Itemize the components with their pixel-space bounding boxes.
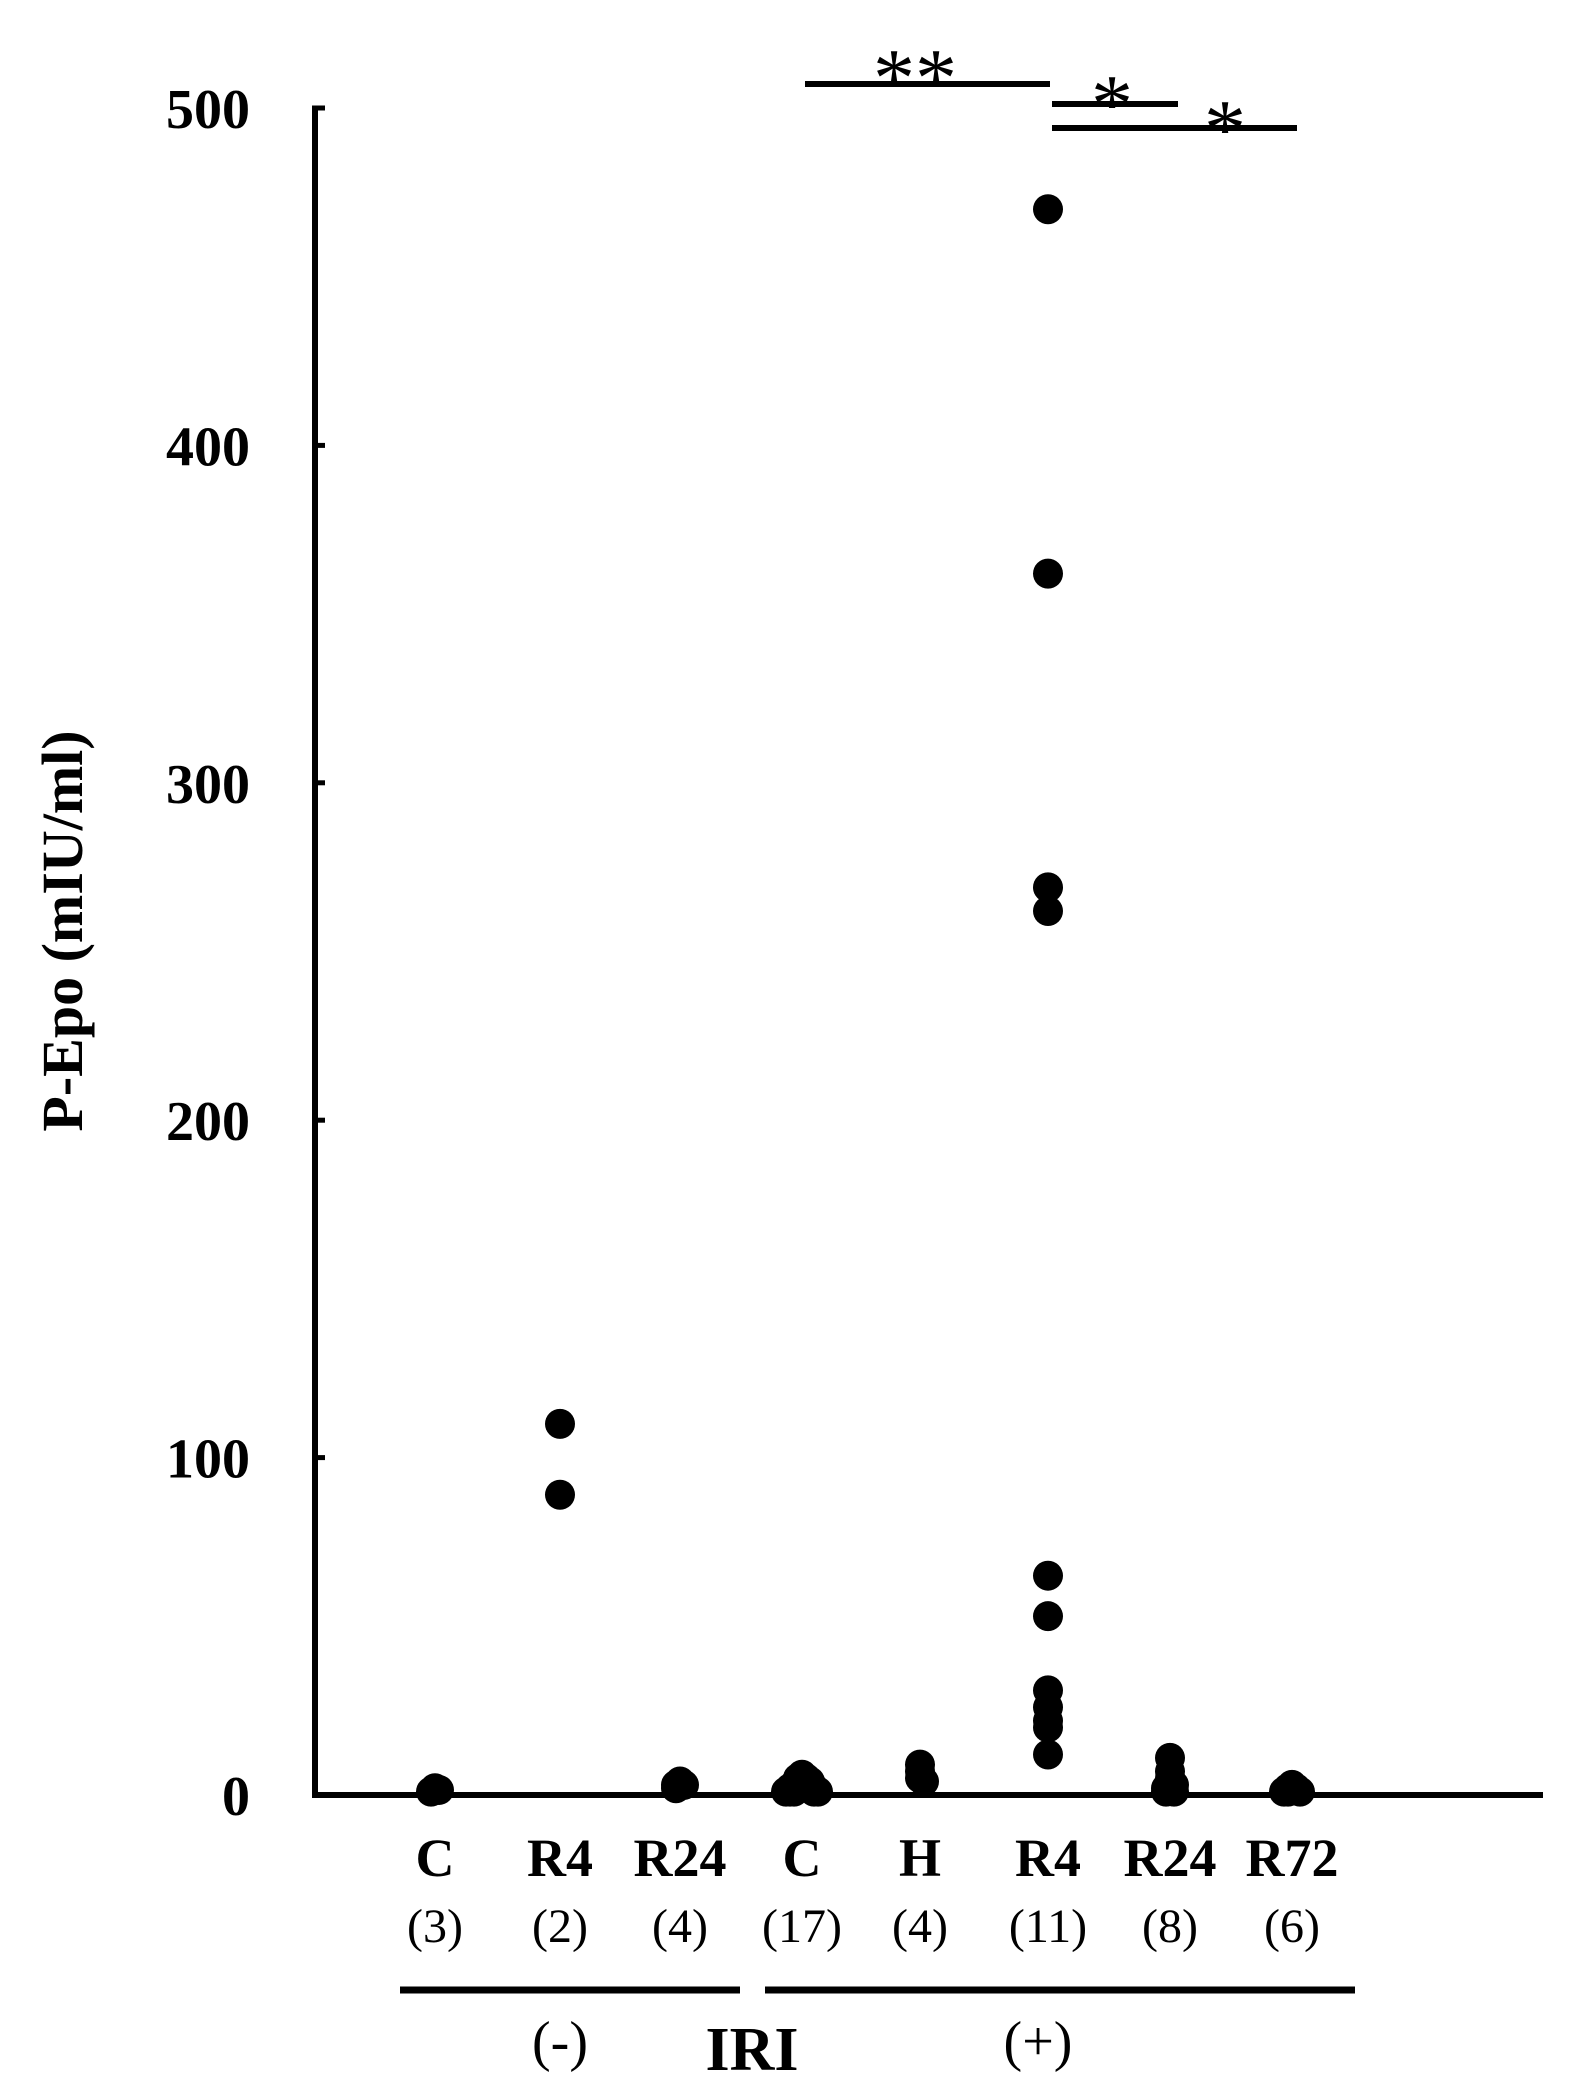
- category-label: R72: [1246, 1828, 1339, 1888]
- category-n-label: (8): [1142, 1900, 1198, 1953]
- y-tick-label: 100: [166, 1429, 250, 1491]
- category-label: H: [899, 1828, 941, 1888]
- category-label: R4: [527, 1828, 593, 1888]
- significance-label: *: [1204, 83, 1246, 176]
- y-tick-label: 0: [222, 1766, 250, 1828]
- category-label: R4: [1015, 1828, 1081, 1888]
- data-point: [416, 1776, 446, 1807]
- data-point: [1033, 1560, 1063, 1591]
- y-axis-label: P-Epo (mIU/ml): [30, 730, 95, 1131]
- category-n-label: (2): [532, 1900, 588, 1953]
- data-point: [1033, 1601, 1063, 1632]
- data-point: [1151, 1776, 1181, 1807]
- group-title-iri: IRI: [705, 2016, 798, 2084]
- data-point: [661, 1773, 691, 1804]
- category-n-label: (6): [1264, 1900, 1320, 1953]
- category-n-label: (4): [892, 1900, 948, 1953]
- data-point: [803, 1776, 833, 1807]
- significance-label: *: [1091, 58, 1133, 151]
- data-point: [545, 1479, 575, 1510]
- group-label: (+): [1004, 2011, 1073, 2073]
- data-point: [1033, 872, 1063, 903]
- category-n-label: (3): [407, 1900, 463, 1953]
- category-label: C: [783, 1828, 822, 1888]
- y-tick-label: 500: [166, 79, 250, 141]
- data-point: [545, 1408, 575, 1439]
- y-tick-label: 200: [166, 1091, 250, 1153]
- data-point: [1033, 1712, 1063, 1743]
- y-tick-label: 300: [166, 754, 250, 816]
- category-n-label: (4): [652, 1900, 708, 1953]
- significance-label: **: [873, 32, 957, 125]
- data-point: [1033, 1739, 1063, 1770]
- data-point: [771, 1776, 801, 1807]
- category-label: R24: [634, 1828, 727, 1888]
- category-n-label: (11): [1009, 1900, 1087, 1953]
- data-point: [1269, 1776, 1299, 1807]
- category-label: R24: [1124, 1828, 1217, 1888]
- category-n-label: (17): [762, 1900, 842, 1953]
- data-point: [909, 1766, 939, 1797]
- group-label: (-): [532, 2011, 588, 2073]
- y-tick-label: 400: [166, 416, 250, 478]
- data-point: [1033, 896, 1063, 927]
- data-point: [1033, 194, 1063, 225]
- data-point: [1033, 558, 1063, 589]
- chart-marks: 0 100 200 300 400 500 C (3) R4 (2) R24 (4) C (17) H (4)…: [166, 32, 1355, 2073]
- category-label: C: [416, 1828, 455, 1888]
